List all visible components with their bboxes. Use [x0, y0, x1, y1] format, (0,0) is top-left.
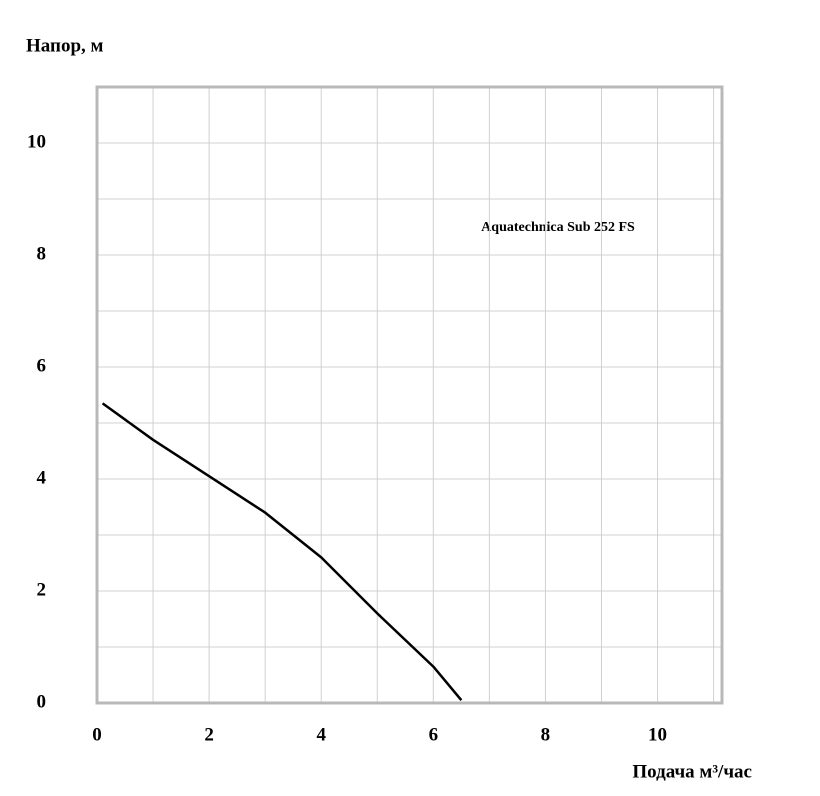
x-tick-label: 2: [204, 724, 214, 745]
plot-frame: [95, 85, 724, 705]
y-tick-label: 8: [37, 243, 47, 264]
y-tick-label: 10: [27, 131, 46, 152]
y-tick-label: 2: [37, 579, 47, 600]
x-tick-label: 6: [429, 724, 439, 745]
x-tick-label: 8: [541, 724, 551, 745]
y-tick-label: 6: [37, 355, 47, 376]
curve: [101, 402, 463, 702]
x-tick-label: 10: [648, 724, 667, 745]
annotation: Aquatechnica Sub 252 FS: [481, 220, 635, 235]
x-axis-label: Подача м³/час: [632, 761, 752, 782]
y-axis-label: Напор, м: [26, 35, 104, 56]
x-tick-label: 4: [316, 724, 326, 745]
y-tick-label: 4: [37, 467, 47, 488]
x-tick-label: 0: [92, 724, 102, 745]
y-tick-label: 0: [37, 691, 47, 712]
